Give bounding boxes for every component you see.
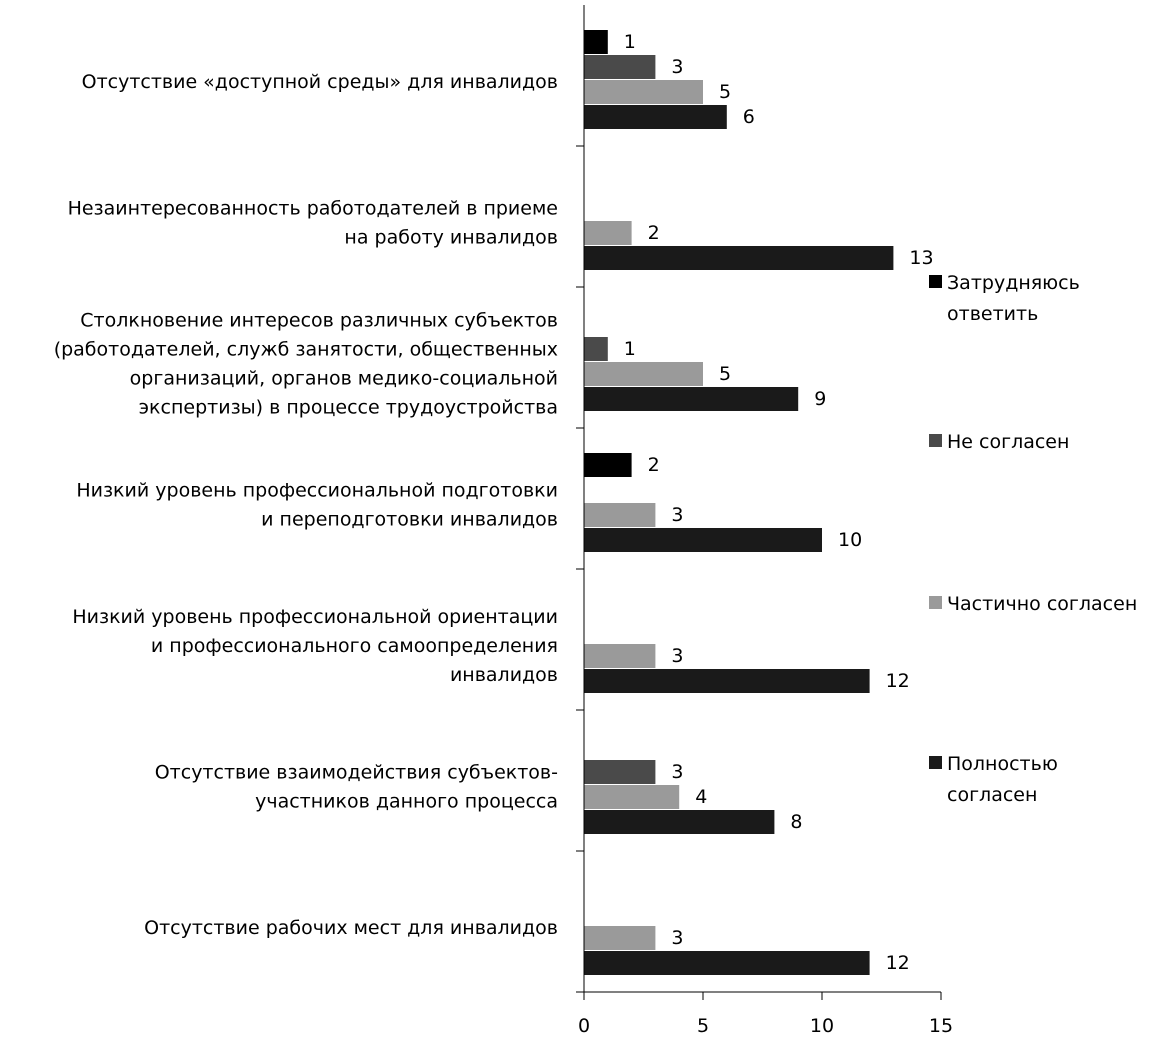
category-label: Низкий уровень профессиональной ориентац…	[72, 606, 558, 628]
bar-4-cat-3	[584, 387, 799, 411]
bar-3-cat-5	[584, 644, 656, 668]
category-label: экспертизы) в процессе трудоустройства	[139, 397, 558, 419]
value-label: 2	[648, 222, 660, 244]
category-labels: Отсутствие «доступной среды» для инвалид…	[54, 71, 558, 939]
legend-swatch	[929, 756, 942, 769]
value-label: 1	[624, 31, 636, 53]
value-label: 3	[671, 927, 683, 949]
category-label: и профессионального самоопределения	[151, 635, 558, 657]
category-label: Отсутствие рабочих мест для инвалидов	[144, 917, 558, 939]
legend-label: Частично согласен	[947, 593, 1137, 615]
legend-item: Частично согласен	[929, 593, 1137, 615]
value-label: 6	[743, 106, 755, 128]
bar-3-cat-1	[584, 80, 703, 104]
legend-label: Затрудняюсь	[947, 272, 1080, 294]
category-label: Незаинтересованность работодателей в при…	[68, 198, 558, 220]
legend: Затрудняюсь ответить Не согласен Частично с…	[929, 272, 1137, 806]
value-label: 5	[719, 81, 731, 103]
bar-2-cat-3	[584, 337, 608, 361]
bar-3-cat-4	[584, 503, 656, 527]
bar-3-cat-2	[584, 221, 632, 245]
value-label: 3	[671, 761, 683, 783]
value-label: 3	[671, 504, 683, 526]
category-label: участников данного процесса	[255, 791, 558, 813]
legend-item: Не согласен	[929, 431, 1069, 453]
category-label: организаций, органов медико-социальной	[130, 368, 558, 390]
bar-3-cat-3	[584, 362, 703, 386]
value-label: 4	[695, 786, 707, 808]
value-label: 12	[886, 952, 910, 974]
value-label: 3	[671, 56, 683, 78]
bar-4-cat-2	[584, 246, 894, 270]
category-label: и переподготовки инвалидов	[261, 509, 558, 531]
value-label: 12	[886, 670, 910, 692]
x-tick-label: 10	[810, 1015, 834, 1037]
category-label: Отсутствие взаимодействия субъектов-	[155, 762, 558, 784]
bar-4-cat-7	[584, 951, 870, 975]
bar-2-cat-6	[584, 760, 656, 784]
value-label: 10	[838, 529, 862, 551]
legend-swatch	[929, 275, 942, 288]
category-label: Низкий уровень профессиональной подготов…	[76, 480, 558, 502]
category-label: на работу инвалидов	[344, 227, 558, 249]
legend-label: Не согласен	[947, 431, 1069, 453]
bar-3-cat-7	[584, 926, 656, 950]
value-label: 9	[814, 388, 826, 410]
value-label: 1	[624, 338, 636, 360]
legend-item: Затрудняюсь ответить	[929, 272, 1080, 325]
x-tick-label: 5	[697, 1015, 709, 1037]
legend-swatch	[929, 434, 942, 447]
bar-4-cat-4	[584, 528, 822, 552]
bar-1-cat-1	[584, 30, 608, 54]
value-label: 13	[909, 247, 933, 269]
x-tick-label: 15	[929, 1015, 953, 1037]
legend-item: Полностью согласен	[929, 753, 1058, 806]
bars	[584, 30, 894, 975]
legend-label: Полностью	[947, 753, 1058, 775]
legend-swatch	[929, 596, 942, 609]
value-label: 3	[671, 645, 683, 667]
category-label: инвалидов	[450, 664, 558, 686]
legend-label: ответить	[947, 303, 1038, 325]
value-label: 8	[790, 811, 802, 833]
category-label: Отсутствие «доступной среды» для инвалид…	[82, 71, 558, 93]
bar-2-cat-1	[584, 55, 656, 79]
category-label: (работодателей, служб занятости, обществ…	[54, 339, 558, 361]
bar-4-cat-5	[584, 669, 870, 693]
category-label: Столкновение интересов различных субъект…	[80, 310, 558, 332]
bar-4-cat-6	[584, 810, 775, 834]
value-label: 2	[648, 454, 660, 476]
bar-3-cat-6	[584, 785, 680, 809]
axes: 0 5 10 15	[576, 5, 953, 1037]
legend-label: согласен	[947, 784, 1037, 806]
bar-1-cat-4	[584, 453, 632, 477]
value-label: 5	[719, 363, 731, 385]
x-tick-label: 0	[578, 1015, 590, 1037]
bar-4-cat-1	[584, 105, 727, 129]
